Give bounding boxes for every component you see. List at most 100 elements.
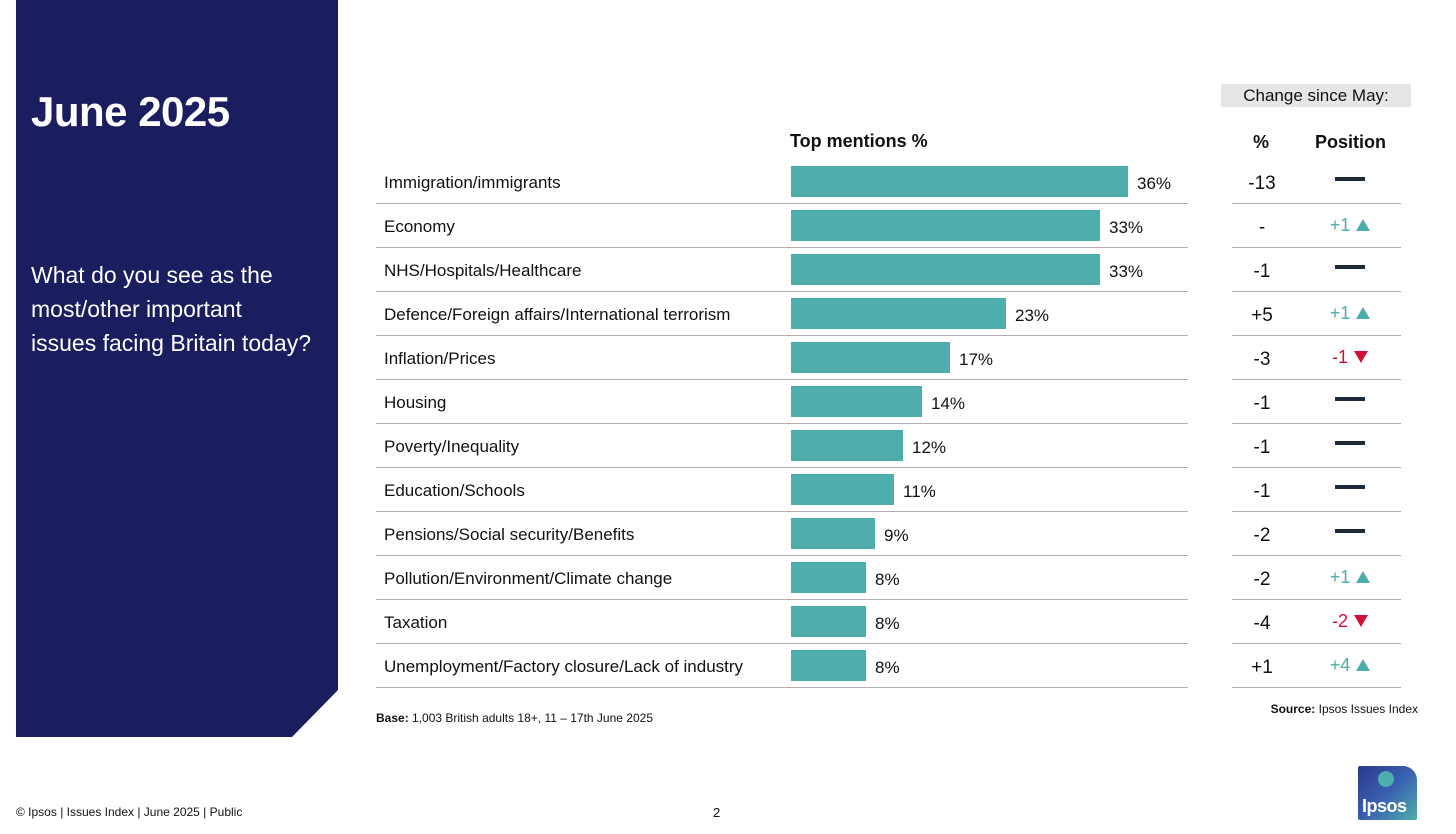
bar-value-label: 12%: [912, 438, 947, 457]
position-change: [1300, 166, 1400, 196]
position-change: +4: [1300, 650, 1400, 680]
bar-value-label: 33%: [1109, 218, 1144, 237]
bar-8: [791, 474, 894, 505]
row-divider-change: [1232, 379, 1401, 380]
position-change-label: +4: [1329, 654, 1351, 675]
page-title: June 2025: [31, 88, 230, 135]
row-divider: [376, 555, 1188, 556]
position-header: Position: [1315, 132, 1386, 152]
bar-value-label: 8%: [875, 658, 900, 677]
no-change-dash-icon: [1335, 485, 1365, 489]
position-change: +1: [1300, 210, 1400, 240]
row-divider: [376, 203, 1188, 204]
row-divider-change: [1232, 687, 1401, 688]
row-divider-change: [1232, 291, 1401, 292]
row-divider-change: [1232, 555, 1401, 556]
pct-change-value: +5: [1251, 305, 1273, 326]
base-label: Base:: [376, 711, 409, 725]
row-divider: [376, 291, 1188, 292]
no-change-dash-icon: [1335, 177, 1365, 181]
issue-label: Pensions/Social security/Benefits: [384, 525, 635, 544]
position-change: +1: [1300, 298, 1400, 328]
bar-value-label: 33%: [1109, 262, 1144, 281]
row-divider: [376, 247, 1188, 248]
bar-4: [791, 298, 1006, 329]
bar-value-label: 9%: [884, 526, 909, 545]
base-note: Base: 1,003 British adults 18+, 11 – 17t…: [376, 711, 653, 725]
bar-6: [791, 386, 922, 417]
pct-change-value: -1: [1253, 437, 1271, 458]
no-change-dash-icon: [1335, 397, 1365, 401]
logo-head-icon: [1378, 771, 1394, 787]
pct-change-value: -: [1258, 217, 1266, 238]
row-divider: [376, 335, 1188, 336]
issue-label: Pollution/Environment/Climate change: [384, 569, 673, 588]
bar-7: [791, 430, 903, 461]
bar-value-label: 8%: [875, 614, 900, 633]
position-change: -2: [1300, 606, 1400, 636]
position-change: [1300, 430, 1400, 460]
issue-label: Immigration/immigrants: [384, 173, 561, 192]
position-change: [1300, 474, 1400, 504]
bar-11: [791, 606, 866, 637]
bar-value-label: 8%: [875, 570, 900, 589]
issue-label: Unemployment/Factory closure/Lack of ind…: [384, 657, 744, 676]
row-divider: [376, 423, 1188, 424]
survey-question: What do you see as the most/other import…: [31, 262, 311, 356]
pct-change-header: %: [1253, 132, 1270, 152]
footer-copyright: © Ipsos | Issues Index | June 2025 | Pub…: [16, 805, 243, 819]
bar-2: [791, 210, 1100, 241]
position-change: +1: [1300, 562, 1400, 592]
bar-value-label: 36%: [1137, 174, 1172, 193]
down-triangle-icon: [1354, 615, 1368, 627]
position-change: -1: [1300, 342, 1400, 372]
source-text: Ipsos Issues Index: [1318, 702, 1418, 716]
row-divider: [376, 379, 1188, 380]
pct-change-value: -4: [1253, 613, 1271, 634]
issue-label: Housing: [384, 393, 447, 412]
row-divider-change: [1232, 467, 1401, 468]
position-change-label: +1: [1329, 302, 1351, 323]
row-divider: [376, 643, 1188, 644]
pct-change-value: -2: [1253, 525, 1271, 546]
position-change: [1300, 386, 1400, 416]
bar-9: [791, 518, 875, 549]
row-divider-change: [1232, 511, 1401, 512]
position-change-label: +1: [1329, 214, 1351, 235]
position-change-label: -2: [1331, 610, 1348, 631]
row-divider-change: [1232, 335, 1401, 336]
row-divider: [376, 511, 1188, 512]
issue-label: Taxation: [384, 613, 448, 632]
side-panel: June 2025 What do you see as the most/ot…: [16, 0, 338, 737]
base-text: 1,003 British adults 18+, 11 – 17th June…: [412, 711, 653, 725]
bar-12: [791, 650, 866, 681]
pct-change-value: -1: [1253, 261, 1271, 282]
bar-value-label: 14%: [931, 394, 966, 413]
issue-label: Defence/Foreign affairs/International te…: [384, 305, 731, 324]
position-change: [1300, 254, 1400, 284]
row-divider-change: [1232, 203, 1401, 204]
bar-3: [791, 254, 1100, 285]
issue-label: Inflation/Prices: [384, 349, 496, 368]
row-divider-change: [1232, 643, 1401, 644]
row-divider-change: [1232, 247, 1401, 248]
row-divider-change: [1232, 423, 1401, 424]
no-change-dash-icon: [1335, 441, 1365, 445]
pct-change-value: -2: [1253, 569, 1271, 590]
bar-value-label: 23%: [1015, 306, 1050, 325]
change-since-header: Change since May:: [1221, 84, 1411, 107]
down-triangle-icon: [1354, 351, 1368, 363]
pct-change-value: -13: [1248, 173, 1276, 194]
row-divider: [376, 467, 1188, 468]
up-triangle-icon: [1356, 571, 1371, 583]
source-label: Source:: [1270, 702, 1316, 716]
issue-label: Education/Schools: [384, 481, 525, 500]
no-change-dash-icon: [1335, 265, 1365, 269]
logo-text: Ipsos: [1362, 796, 1407, 816]
position-change: [1300, 518, 1400, 548]
issue-label: Economy: [384, 217, 455, 236]
no-change-dash-icon: [1335, 529, 1365, 533]
bar-10: [791, 562, 866, 593]
bar-1: [791, 166, 1128, 197]
pct-change-value: -3: [1253, 349, 1271, 370]
